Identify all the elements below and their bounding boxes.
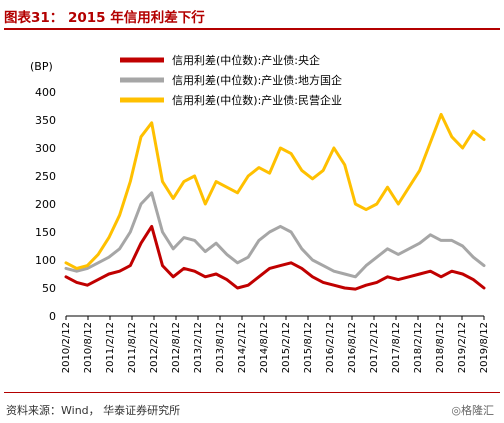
y-tick-label: 350 [35, 114, 56, 127]
series-line-2 [64, 112, 486, 270]
x-tick-label: 2016/8/12 [347, 322, 358, 373]
x-tick-label: 2013/2/12 [193, 322, 204, 373]
legend-label-1: 信用利差(中位数):产业债:地方国企 [172, 73, 342, 87]
x-tick-label: 2019/8/12 [479, 322, 490, 373]
y-tick-label: 250 [35, 170, 56, 183]
chart-title: 图表31： 2015 年信用利差下行 [4, 10, 205, 26]
y-tick-label: 100 [35, 254, 56, 267]
y-tick-label: 0 [49, 310, 56, 323]
legend-label-0: 信用利差(中位数):产业债:央企 [172, 53, 320, 67]
axes: (BP) 0 50 100 150 200 250 300 350 400 2010/2/12 201… [30, 60, 490, 373]
series-line-0 [64, 224, 486, 291]
y-tick-label: 50 [42, 282, 56, 295]
watermark: ◎格隆汇 [451, 404, 494, 417]
y-tick-label: 300 [35, 142, 56, 155]
source-note: 资料来源：Wind， 华泰证券研究所 [6, 404, 181, 417]
x-tick-label: 2016/2/12 [325, 322, 336, 373]
legend: 信用利差(中位数):产业债:央企信用利差(中位数):产业债:地方国企信用利差(中… [120, 53, 342, 107]
x-tick-label: 2010/2/12 [61, 322, 72, 373]
x-tick-label: 2017/2/12 [369, 322, 380, 373]
y-tick-label: 200 [35, 198, 56, 211]
x-tick-label: 2011/2/12 [105, 322, 116, 373]
series-line-1 [64, 191, 486, 279]
line-chart: (BP) 0 50 100 150 200 250 300 350 400 2010/2/12 201… [30, 53, 490, 373]
x-tick-label: 2012/2/12 [149, 322, 160, 373]
y-axis-unit: (BP) [30, 60, 53, 73]
x-tick-label: 2018/2/12 [413, 322, 424, 373]
x-tick-label: 2013/8/12 [215, 322, 226, 373]
x-tick-label: 2011/8/12 [127, 322, 138, 373]
x-tick-label: 2015/2/12 [281, 322, 292, 373]
source-divider [4, 392, 500, 393]
legend-label-2: 信用利差(中位数):产业债:民营企业 [172, 93, 342, 107]
x-tick-label: 2010/8/12 [83, 322, 94, 373]
x-tick-label: 2018/8/12 [435, 322, 446, 373]
x-tick-label: 2014/8/12 [259, 322, 270, 373]
x-tick-label: 2012/8/12 [171, 322, 182, 373]
y-tick-label: 400 [35, 86, 56, 99]
x-tick-label: 2015/8/12 [303, 322, 314, 373]
x-tick-label: 2017/8/12 [391, 322, 402, 373]
title-bar: 图表31： 2015 年信用利差下行 [4, 4, 500, 30]
y-tick-label: 150 [35, 226, 56, 239]
x-tick-label: 2019/2/12 [457, 322, 468, 373]
series-lines [64, 112, 486, 291]
x-tick-label: 2014/2/12 [237, 322, 248, 373]
